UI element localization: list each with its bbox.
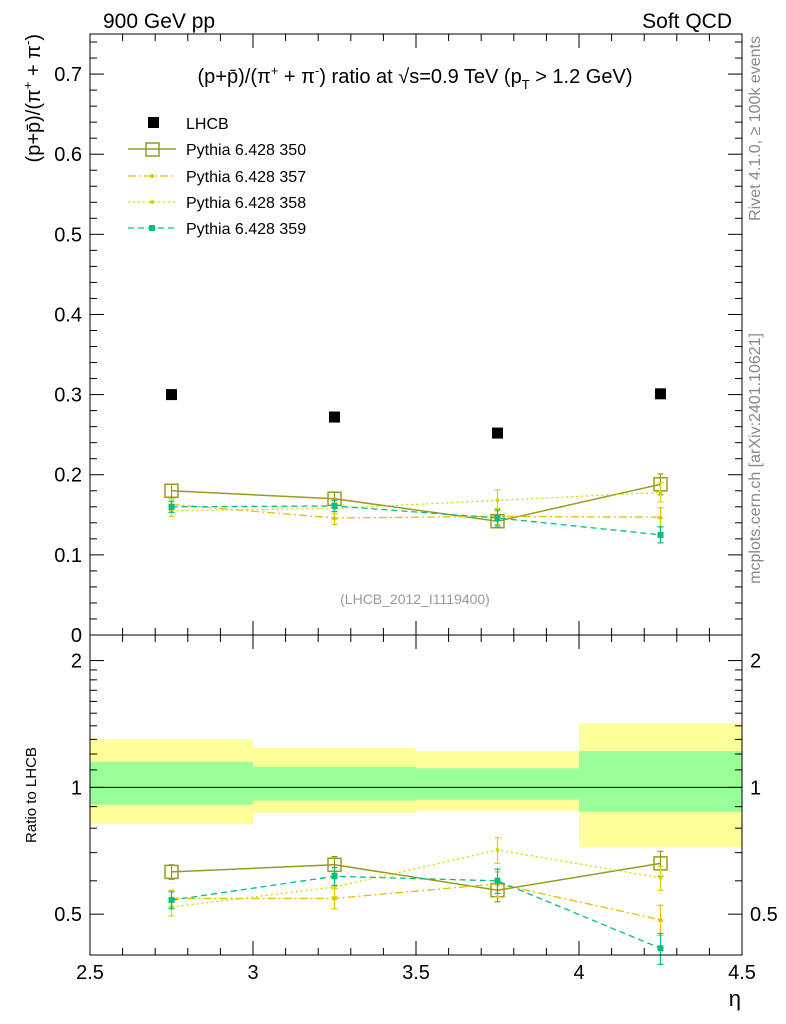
ratio-band-inner <box>579 750 742 812</box>
legend-label-p358: Pythia 6.428 358 <box>186 195 306 212</box>
ratio-point-p358 <box>495 848 500 853</box>
main-point-p357 <box>657 514 664 520</box>
ylabel-part-e: ) <box>23 34 45 41</box>
main-line-p358 <box>171 491 661 512</box>
ratio-y-tick-label: 1 <box>71 777 82 799</box>
ratio-data-layer <box>164 836 668 965</box>
main-point-lhcb <box>166 389 177 401</box>
main-point-p359 <box>494 515 501 522</box>
main-data-layer <box>164 388 668 544</box>
ratio-point-p359 <box>331 873 338 880</box>
main-y-axis-label: (p+p̄)/(π+ + π-) <box>20 34 45 162</box>
main-y-tick-label: 0.3 <box>54 385 82 407</box>
ylabel-sup-plus: + <box>20 82 35 90</box>
mcplots-side-label: mcplots.cern.ch [arXiv:2401.10621] <box>747 333 764 584</box>
main-line-p357 <box>171 503 661 519</box>
main-line-p359 <box>171 505 661 536</box>
ratio-axes: 0.5 0.5 1 1 2 2 2.5 3 3.5 4 4.5 <box>54 635 778 984</box>
title-sup-minus: - <box>315 63 319 78</box>
ylabel-sup-minus: - <box>20 41 35 45</box>
main-point-lhcb <box>655 388 666 400</box>
x-tick-label: 4.5 <box>728 962 756 984</box>
ylabel-part-a: (p+p̄)/(π <box>23 89 45 162</box>
main-point-p350 <box>164 483 179 499</box>
title-sup-plus: + <box>271 63 279 78</box>
main-y-zero-tick-label: 0 <box>71 625 82 647</box>
main-plot-panel: 0.10.20.30.40.50.60.70 (p+p̄)/(π+ + π-) … <box>20 33 743 647</box>
legend-label-p350: Pythia 6.428 350 <box>186 142 306 159</box>
ratio-line-p358 <box>171 849 661 908</box>
ratio-point-p357 <box>331 895 338 901</box>
header-right-label: Soft QCD <box>642 10 732 33</box>
ratio-plot-panel: 0.5 0.5 1 1 2 2 2.5 3 3.5 4 4.5 Ratio to LHCB η <box>23 634 778 1011</box>
ratio-y-tick-label-right: 2 <box>750 651 761 673</box>
ratio-y-tick-label-right: 1 <box>750 777 761 799</box>
x-tick-label: 4 <box>573 962 584 984</box>
ylabel-part-c: + π <box>23 45 45 82</box>
main-point-p359 <box>331 502 338 509</box>
main-y-tick-label: 0.1 <box>54 545 82 567</box>
ratio-line-p350 <box>171 862 661 891</box>
title-part-e: ) ratio at √s=0.9 TeV (p <box>319 66 521 88</box>
ratio-point-p359 <box>657 945 664 952</box>
ratio-y-tick-label: 0.5 <box>54 904 82 926</box>
main-point-p359 <box>168 503 175 510</box>
ratio-uncertainty-bands <box>90 723 742 848</box>
legend-marker-p359 <box>149 225 155 231</box>
x-tick-label: 2.5 <box>76 962 104 984</box>
title-sub-t: T <box>522 77 530 92</box>
ratio-band-inner <box>416 768 579 800</box>
legend-label-p357: Pythia 6.428 357 <box>186 169 306 186</box>
ratio-point-p358 <box>658 875 663 880</box>
main-point-p359 <box>657 531 664 538</box>
main-point-lhcb <box>492 427 503 439</box>
x-tick-label: 3.5 <box>402 962 430 984</box>
title-part-a: (p+p̄)/(π <box>198 66 271 88</box>
legend-marker-p357 <box>150 174 154 178</box>
main-y-tick-label: 0.4 <box>54 304 82 326</box>
main-y-tick-label: 0.6 <box>54 144 82 166</box>
title-part-g: > 1.2 GeV) <box>530 66 633 88</box>
ratio-band-inner <box>253 766 416 801</box>
main-y-tick-label: 0.7 <box>54 64 82 86</box>
legend: LHCB Pythia 6.428 350 Pythia 6.428 357 P… <box>128 116 306 238</box>
analysis-watermark: (LHCB_2012_I1119400) <box>340 591 490 607</box>
ratio-point-p359 <box>494 877 501 884</box>
legend-label-lhcb: LHCB <box>186 116 229 133</box>
header-left-label: 900 GeV pp <box>103 10 215 33</box>
main-point-lhcb <box>329 411 340 423</box>
main-point-p357 <box>331 515 338 521</box>
main-y-tick-label: 0.2 <box>54 465 82 487</box>
ratio-point-p357 <box>657 916 664 922</box>
x-tick-label: 3 <box>247 962 258 984</box>
ratio-band-inner <box>90 761 253 805</box>
ratio-point-p350 <box>164 864 179 880</box>
ratio-point-p359 <box>168 897 175 904</box>
main-axes: 0.1 0.2 0.3 0.4 0.5 0.6 0.7 0 <box>54 34 743 647</box>
ratio-line-p359 <box>171 875 661 949</box>
rivet-side-label: Rivet 4.1.0, ≥ 100k events <box>747 36 764 221</box>
main-title: (p+p̄)/(π+ + π-) ratio at √s=0.9 TeV (pT… <box>198 63 633 92</box>
main-line-p350 <box>171 483 661 522</box>
ratio-y-tick-label-right: 0.5 <box>750 904 778 926</box>
ratio-line-p357 <box>171 883 661 921</box>
x-axis-label: η <box>729 986 741 1011</box>
main-point-p358 <box>658 490 663 495</box>
title-part-c: + π <box>278 66 315 88</box>
main-point-p358 <box>495 498 500 503</box>
ratio-y-axis-label: Ratio to LHCB <box>23 747 40 843</box>
main-y-tick-label: 0.5 <box>54 224 82 246</box>
legend-label-p359: Pythia 6.428 359 <box>186 221 306 238</box>
legend-marker-p358 <box>150 200 154 204</box>
ratio-y-tick-label: 2 <box>71 651 82 673</box>
legend-marker-p350 <box>145 142 160 157</box>
legend-marker-lhcb <box>148 117 159 128</box>
